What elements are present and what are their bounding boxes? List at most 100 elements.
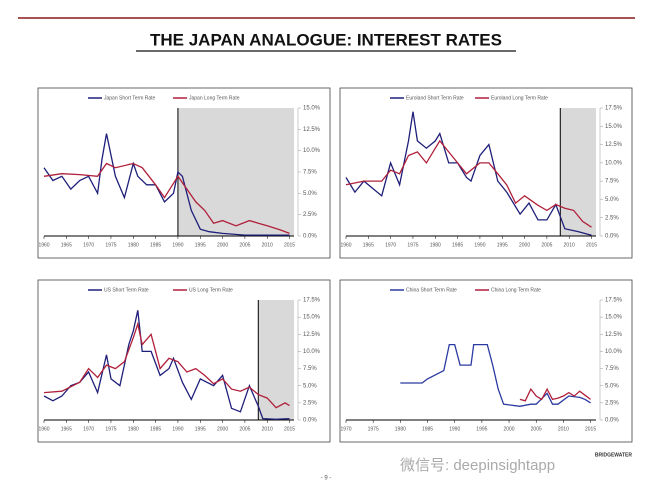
y-tick-label: 15.0% — [605, 124, 623, 130]
x-tick-label: 1975 — [407, 242, 418, 248]
y-tick-label: 10.0% — [605, 349, 623, 355]
y-tick-label: 5.0% — [605, 197, 619, 203]
x-tick-label: 1970 — [340, 426, 351, 432]
x-tick-label: 2005 — [531, 426, 542, 432]
series-line — [43, 162, 290, 235]
x-tick-label: 1995 — [476, 426, 487, 432]
series-line — [43, 321, 290, 409]
y-tick-label: 5.0% — [605, 383, 619, 389]
x-tick-label: 1995 — [497, 242, 508, 248]
y-tick-label: 2.5% — [605, 215, 619, 221]
x-tick-label: 1975 — [368, 426, 379, 432]
x-tick-label: 2005 — [541, 242, 552, 248]
x-tick-label: 1980 — [395, 426, 406, 432]
x-tick-label: 1975 — [105, 426, 116, 432]
y-tick-label: 12.5% — [303, 127, 321, 133]
legend-label: US Long Term Rate — [189, 287, 233, 293]
y-tick-label: 0.0% — [605, 234, 619, 240]
series-line — [43, 310, 290, 420]
x-tick-label: 1980 — [128, 426, 139, 432]
y-tick-label: 10.0% — [605, 160, 623, 166]
x-tick-label: 2005 — [239, 242, 250, 248]
x-tick-label: 1990 — [172, 242, 183, 248]
x-tick-label: 1980 — [128, 242, 139, 248]
legend-label: US Short Term Rate — [104, 287, 149, 293]
y-tick-label: 5.0% — [303, 383, 317, 389]
y-tick-label: 17.5% — [605, 298, 623, 304]
x-tick-label: 2015 — [586, 242, 597, 248]
x-tick-label: 1975 — [105, 242, 116, 248]
y-tick-label: 2.5% — [303, 212, 317, 218]
legend-label: Japan Short Term Rate — [104, 95, 156, 101]
x-tick-label: 2015 — [585, 426, 596, 432]
x-tick-label: 1995 — [195, 242, 206, 248]
y-tick-label: 15.0% — [303, 315, 321, 321]
chart-frame — [339, 279, 633, 443]
x-tick-label: 2000 — [217, 242, 228, 248]
shaded-region — [560, 108, 596, 236]
y-tick-label: 10.0% — [303, 349, 321, 355]
x-tick-label: 2010 — [558, 426, 569, 432]
page-number: - 9 - — [321, 476, 332, 482]
y-tick-label: 7.5% — [303, 366, 317, 372]
legend-label: Japan Long Term Rate — [189, 95, 240, 101]
slide-title: THE JAPAN ANALOGUE: INTEREST RATES — [150, 30, 502, 49]
series-line — [400, 343, 591, 407]
chart-frame — [37, 279, 331, 443]
legend-label: China Long Term Rate — [491, 287, 541, 293]
x-tick-label: 1970 — [385, 242, 396, 248]
shaded-region — [177, 108, 294, 236]
x-tick-label: 2000 — [503, 426, 514, 432]
brand: BRIDGEWATER — [595, 452, 633, 458]
y-tick-label: 12.5% — [605, 332, 623, 338]
chart-frame — [339, 87, 633, 259]
series-line — [345, 139, 592, 228]
y-tick-label: 5.0% — [303, 191, 317, 197]
y-tick-label: 2.5% — [605, 400, 619, 406]
x-tick-label: 1990 — [449, 426, 460, 432]
x-tick-label: 1990 — [474, 242, 485, 248]
x-tick-label: 1960 — [38, 426, 49, 432]
legend-label: China Short Term Rate — [406, 287, 457, 293]
x-tick-label: 1960 — [38, 242, 49, 248]
x-tick-label: 1970 — [83, 426, 94, 432]
x-tick-label: 1960 — [340, 242, 351, 248]
series-line — [43, 133, 290, 236]
y-tick-label: 17.5% — [605, 106, 623, 112]
x-tick-label: 1985 — [150, 426, 161, 432]
x-tick-label: 2015 — [284, 242, 295, 248]
y-tick-label: 12.5% — [303, 332, 321, 338]
y-tick-label: 7.5% — [303, 170, 317, 176]
y-tick-label: 10.0% — [303, 148, 321, 154]
x-tick-label: 1965 — [61, 426, 72, 432]
x-tick-label: 1965 — [363, 242, 374, 248]
y-tick-label: 12.5% — [605, 142, 623, 148]
series-line — [519, 387, 591, 402]
x-tick-label: 2005 — [239, 426, 250, 432]
x-tick-label: 2000 — [217, 426, 228, 432]
x-tick-label: 2010 — [262, 426, 273, 432]
y-tick-label: 0.0% — [303, 234, 317, 240]
x-tick-label: 2015 — [284, 426, 295, 432]
y-tick-label: 0.0% — [605, 418, 619, 424]
y-tick-label: 2.5% — [303, 400, 317, 406]
y-tick-label: 15.0% — [303, 106, 321, 112]
y-tick-label: 0.0% — [303, 418, 317, 424]
shaded-region — [258, 300, 294, 420]
x-tick-label: 1985 — [422, 426, 433, 432]
x-tick-label: 2010 — [262, 242, 273, 248]
y-tick-label: 15.0% — [605, 315, 623, 321]
x-tick-label: 1965 — [61, 242, 72, 248]
y-tick-label: 7.5% — [605, 179, 619, 185]
y-tick-label: 17.5% — [303, 298, 321, 304]
x-tick-label: 1990 — [172, 426, 183, 432]
x-tick-label: 1970 — [83, 242, 94, 248]
y-tick-label: 7.5% — [605, 366, 619, 372]
x-tick-label: 1995 — [195, 426, 206, 432]
legend-label: Euroland Short Term Rate — [406, 95, 464, 101]
x-tick-label: 1985 — [452, 242, 463, 248]
x-tick-label: 2010 — [564, 242, 575, 248]
